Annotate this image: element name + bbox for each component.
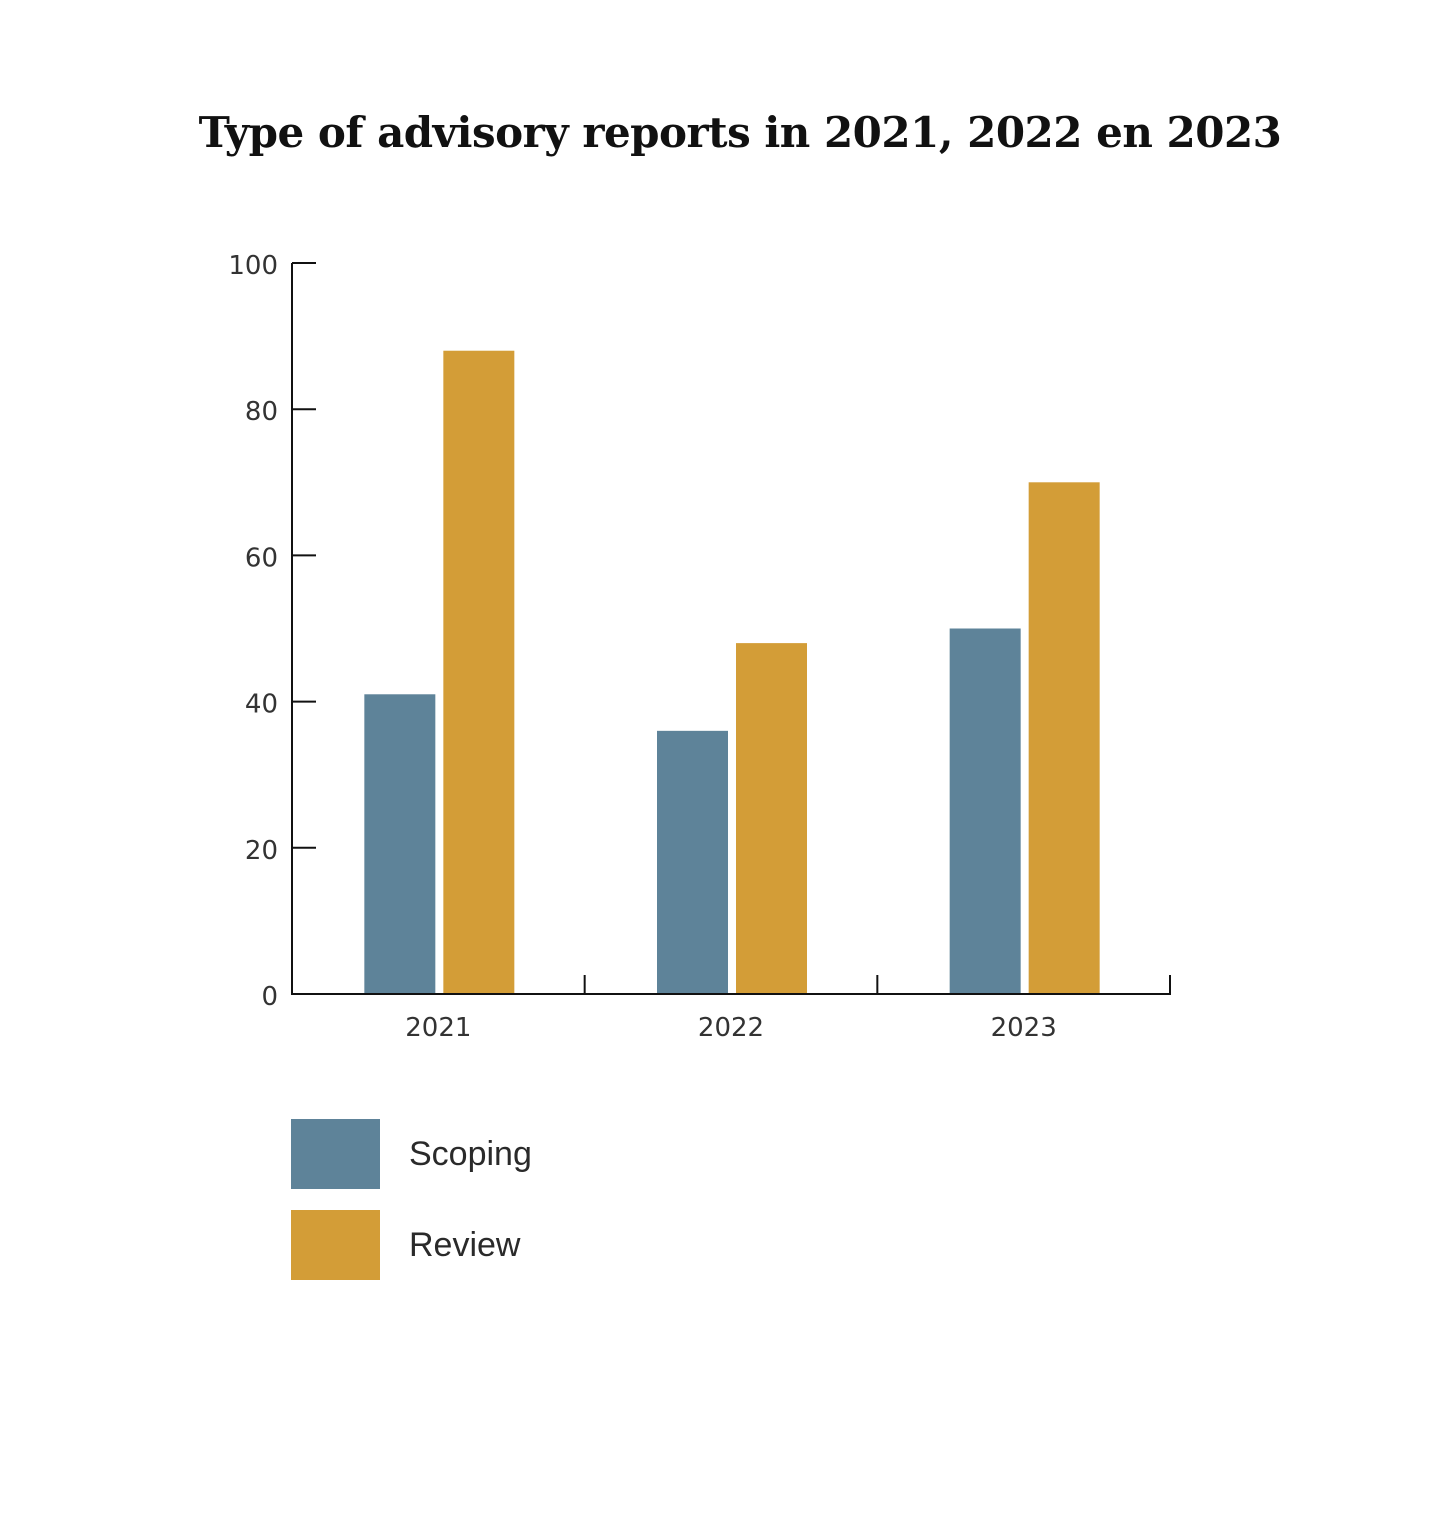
x-tick-label-2022: 2022 <box>698 1013 764 1043</box>
bar-review-2021 <box>443 350 515 995</box>
chart-title: Type of advisory reports in 2021, 2022 e… <box>198 108 1282 157</box>
x-tick-label-2023: 2023 <box>991 1013 1057 1043</box>
y-tick-label-60: 60 <box>245 543 278 573</box>
bar-review-2023 <box>1028 482 1100 994</box>
legend-item-scoping: Scoping <box>291 1119 691 1189</box>
bar-scoping-2021 <box>364 694 436 994</box>
bar-scoping-2023 <box>949 628 1021 994</box>
legend-label-review: Review <box>409 1226 521 1264</box>
y-tick-label-100: 100 <box>228 251 278 281</box>
legend-swatch-review <box>291 1210 380 1280</box>
legend-swatch-scoping <box>291 1119 380 1189</box>
y-tick-label-20: 20 <box>245 836 278 866</box>
bar-review-2022 <box>736 643 807 994</box>
y-tick-label-80: 80 <box>245 397 278 427</box>
legend-item-review: Review <box>291 1210 691 1280</box>
x-tick-label-2021: 2021 <box>405 1013 471 1043</box>
y-tick-label-40: 40 <box>245 690 278 720</box>
y-tick-label-0: 0 <box>261 982 278 1012</box>
legend-label-scoping: Scoping <box>409 1135 532 1173</box>
bar-scoping-2022 <box>657 730 728 994</box>
